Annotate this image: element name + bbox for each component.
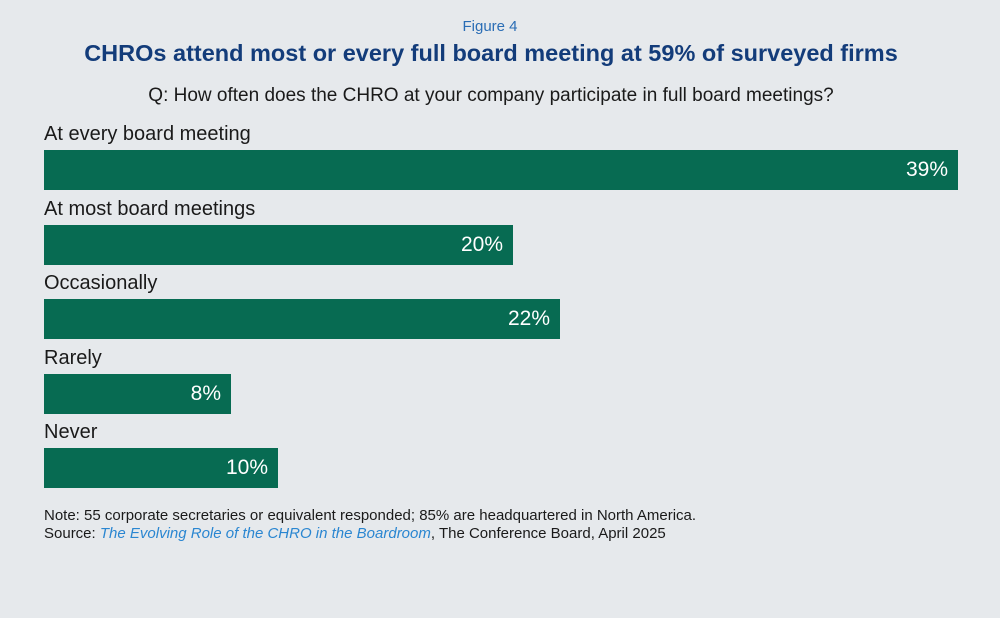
- category-label: Occasionally: [44, 272, 158, 294]
- bar-chart: At every board meeting 39% At most board m…: [44, 118, 958, 493]
- bar: 8%: [44, 373, 231, 414]
- category-label: At most board meetings: [44, 197, 256, 220]
- note-text: Note: 55 corporate secretaries or equiva…: [44, 507, 697, 524]
- source-suffix: , The Conference Board, April 2025: [430, 525, 666, 542]
- source-link[interactable]: The Evolving Role of the CHRO in the Boa…: [99, 525, 431, 542]
- source-line: Source: The Evolving Role of the CHRO in…: [44, 525, 696, 543]
- footnotes: Note: 55 corporate secretaries or equiva…: [44, 507, 696, 543]
- category-label: Never: [44, 421, 98, 443]
- bar: 39%: [44, 150, 958, 190]
- bar-row: Occasionally 22%: [44, 267, 958, 342]
- bar-row: Rarely 8%: [44, 342, 958, 417]
- source-prefix: Source:: [44, 525, 100, 542]
- category-label: Rarely: [44, 346, 102, 369]
- bar: 22%: [44, 299, 560, 339]
- bar-row: At most board meetings 20%: [44, 193, 958, 268]
- value-label: 8%: [190, 381, 221, 405]
- bar: 10%: [44, 448, 278, 488]
- value-label: 20%: [460, 232, 503, 256]
- chart-title: CHROs attend most or every full board me…: [84, 40, 898, 66]
- survey-question: Q: How often does the CHRO at your compa…: [148, 85, 834, 106]
- value-label: 22%: [507, 307, 550, 330]
- bar-row: Never 10%: [44, 416, 958, 491]
- value-label: 10%: [225, 456, 268, 479]
- bar-row: At every board meeting 39%: [44, 118, 958, 193]
- figure-label: Figure 4: [462, 18, 518, 35]
- bar: 20%: [44, 224, 513, 265]
- value-label: 39%: [905, 158, 948, 181]
- category-label: At every board meeting: [44, 123, 251, 145]
